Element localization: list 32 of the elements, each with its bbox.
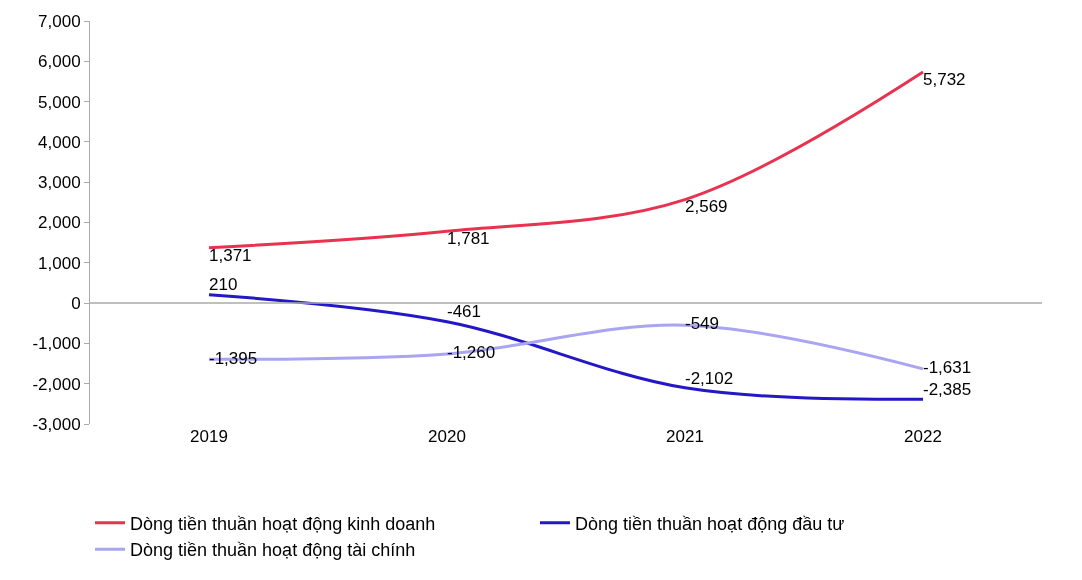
data-label: -2,102: [685, 368, 734, 388]
data-label: -2,385: [923, 379, 972, 399]
data-label: -1,260: [447, 343, 496, 363]
y-tick-label: -2,000: [32, 374, 81, 394]
data-label: 1,781: [447, 229, 490, 249]
data-label: 5,732: [923, 69, 966, 89]
data-label: 1,371: [209, 245, 252, 265]
y-tick-label: 0: [71, 294, 81, 314]
y-tick-label: 1,000: [38, 253, 81, 273]
y-tick-label: 2,000: [38, 213, 81, 233]
y-tick-label: -1,000: [32, 334, 81, 354]
line-series: [207, 70, 925, 250]
x-tick-label: 2022: [904, 427, 942, 446]
line-series: [207, 293, 925, 401]
data-label: -1,395: [209, 348, 258, 368]
y-tick-label: 3,000: [38, 173, 81, 193]
y-tick-label: 7,000: [38, 11, 81, 31]
y-tick-label: 4,000: [38, 132, 81, 152]
data-label: -549: [685, 314, 720, 334]
x-tick-label: 2021: [666, 427, 704, 446]
data-label: -461: [447, 302, 482, 322]
y-tick-label: 6,000: [38, 52, 81, 72]
legend-label: Dòng tiền thuần hoạt động đầu tư: [575, 513, 845, 534]
legend-label: Dòng tiền thuần hoạt động tài chính: [130, 540, 416, 561]
x-tick-label: 2020: [428, 427, 466, 446]
data-label: 2,569: [685, 197, 728, 217]
x-tick-label: 2019: [190, 427, 228, 446]
data-label: 210: [209, 275, 238, 295]
data-label: -1,631: [923, 358, 972, 378]
legend-label: Dòng tiền thuần hoạt động kinh doanh: [130, 513, 436, 534]
y-tick-label: 5,000: [38, 92, 81, 112]
y-tick-label: -3,000: [32, 414, 81, 434]
